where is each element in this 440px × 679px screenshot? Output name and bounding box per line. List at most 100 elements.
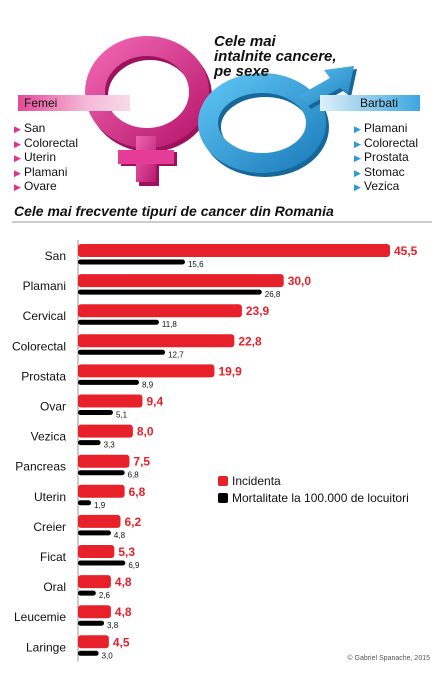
triangle-bullet-icon: ▶ xyxy=(354,167,361,178)
triangle-bullet-icon: ▶ xyxy=(14,153,21,163)
triangle-bullet-icon: ▶ xyxy=(14,167,21,178)
list-item: ▶ Vezica xyxy=(354,179,418,195)
incidence-value-label: 7,5 xyxy=(133,455,150,469)
header-title-line: pe sexe xyxy=(214,63,270,80)
category-label: Pancreas xyxy=(15,460,66,474)
category-label: Ovar xyxy=(40,400,66,414)
incidence-bar xyxy=(78,364,215,378)
category-label: Leucemie xyxy=(14,610,66,624)
incidence-bar xyxy=(78,304,242,318)
incidence-bar xyxy=(78,605,111,619)
incidence-bar xyxy=(78,424,133,438)
mortality-value-label: 6,8 xyxy=(128,471,140,480)
incidence-bar xyxy=(78,575,111,589)
women-cancer-name: Ovare xyxy=(24,179,57,193)
legend-swatch xyxy=(218,476,228,486)
mortality-value-label: 11,8 xyxy=(162,320,178,329)
mortality-bar xyxy=(78,560,126,566)
list-item: ▶ Colorectal xyxy=(14,136,78,152)
legend-label: Incidenta xyxy=(232,474,281,488)
legend-label: Mortalitate la 100.000 de locuitori xyxy=(232,491,409,505)
category-label: Ficat xyxy=(40,550,67,564)
incidence-bar xyxy=(78,334,235,348)
incidence-bar xyxy=(78,545,115,558)
triangle-bullet-icon: ▶ xyxy=(354,182,361,192)
triangle-bullet-icon: ▶ xyxy=(14,182,21,192)
mortality-value-label: 4,8 xyxy=(114,531,126,540)
men-cancer-name: Stomac xyxy=(364,164,405,179)
men-cancer-name: Prostata xyxy=(364,150,409,164)
mortality-bar xyxy=(78,410,113,415)
incidence-value-label: 45,5 xyxy=(394,244,418,258)
chart-legend: Incidenta Mortalitate la 100.000 de locu… xyxy=(218,473,409,507)
list-item: ▶ Prostata xyxy=(354,150,418,166)
mortality-bar xyxy=(78,530,111,536)
list-item: ▶ Uterin xyxy=(14,150,78,166)
mortality-bar xyxy=(78,590,96,596)
mortality-value-label: 5,1 xyxy=(116,411,128,420)
category-label: Creier xyxy=(33,520,66,534)
men-cancer-name: Colorectal xyxy=(364,135,419,150)
chart-title: Cele mai frecvente tipuri de cancer din … xyxy=(14,203,334,219)
incidence-bar xyxy=(78,454,130,468)
category-label: Prostata xyxy=(21,369,66,383)
mortality-value-label: 6,9 xyxy=(128,561,140,570)
list-item: ▶ Ovare xyxy=(14,179,78,195)
triangle-bullet-icon: ▶ xyxy=(354,124,361,134)
list-item: ▶ Plamani xyxy=(354,121,418,137)
mortality-bar xyxy=(78,500,92,506)
women-cancer-list: ▶ San ▶ Colorectal ▶ Uterin ▶ Plamani ▶ Ovare xyxy=(14,121,78,195)
mortality-bar xyxy=(78,259,185,265)
list-item: ▶ Stomac xyxy=(354,164,418,181)
header-title-line: Cele mai xyxy=(214,33,276,50)
mortality-bar xyxy=(78,470,125,476)
incidence-value-label: 8,0 xyxy=(137,425,154,439)
list-item: ▶ Colorectal xyxy=(354,135,419,152)
credit: © Gabriel Spanache, 2015 xyxy=(347,655,430,662)
incidence-bar xyxy=(78,635,109,649)
incidence-value-label: 30,0 xyxy=(288,274,312,288)
legend-swatch xyxy=(218,493,228,503)
mortality-bar xyxy=(78,650,99,656)
mortality-value-label: 2,6 xyxy=(99,591,111,600)
women-label: Femei xyxy=(18,95,130,111)
women-cancer-name: Plamani xyxy=(24,164,68,179)
category-label: Laringe xyxy=(26,640,66,654)
incidence-value-label: 4,8 xyxy=(115,575,132,589)
header-title-line: intalnite cancere, xyxy=(214,48,337,65)
incidence-value-label: 4,5 xyxy=(113,635,130,649)
incidence-bar xyxy=(78,244,390,257)
mortality-value-label: 1,9 xyxy=(94,501,106,510)
incidence-value-label: 23,9 xyxy=(246,304,270,318)
legend-item-mortality: Mortalitate la 100.000 de locuitori xyxy=(218,490,409,507)
triangle-bullet-icon: ▶ xyxy=(354,153,361,163)
men-label: Barbati xyxy=(320,95,420,111)
mortality-value-label: 15,6 xyxy=(188,260,204,269)
women-cancer-name: San xyxy=(24,121,46,135)
triangle-bullet-icon: ▶ xyxy=(14,138,21,149)
category-label: Plamani xyxy=(23,279,66,293)
mortality-value-label: 3,0 xyxy=(102,651,114,660)
gender-symbols xyxy=(85,36,357,186)
mortality-bar xyxy=(78,440,101,446)
category-label: Uterin xyxy=(34,490,66,504)
header-title: Cele mai intalnite cancere, pe sexe xyxy=(214,34,364,79)
category-label: Colorectal xyxy=(12,339,66,353)
mortality-bar xyxy=(78,319,159,325)
mortality-value-label: 3,8 xyxy=(107,621,119,630)
category-label: Vezica xyxy=(31,430,67,444)
category-label: Oral xyxy=(43,580,66,594)
incidence-bar xyxy=(78,484,125,498)
men-cancer-list: ▶ Plamani ▶ Colorectal ▶ Prostata ▶ Stomac ▶… xyxy=(354,121,419,195)
category-label: Cervical xyxy=(23,309,66,323)
incidence-value-label: 9,4 xyxy=(146,395,163,409)
mortality-bar xyxy=(78,379,140,385)
mortality-bar xyxy=(78,349,166,355)
incidence-value-label: 22,8 xyxy=(238,334,262,348)
incidence-value-label: 6,8 xyxy=(129,485,146,499)
triangle-bullet-icon: ▶ xyxy=(14,124,21,134)
mortality-bar xyxy=(78,289,262,295)
incidence-value-label: 4,8 xyxy=(115,605,132,619)
